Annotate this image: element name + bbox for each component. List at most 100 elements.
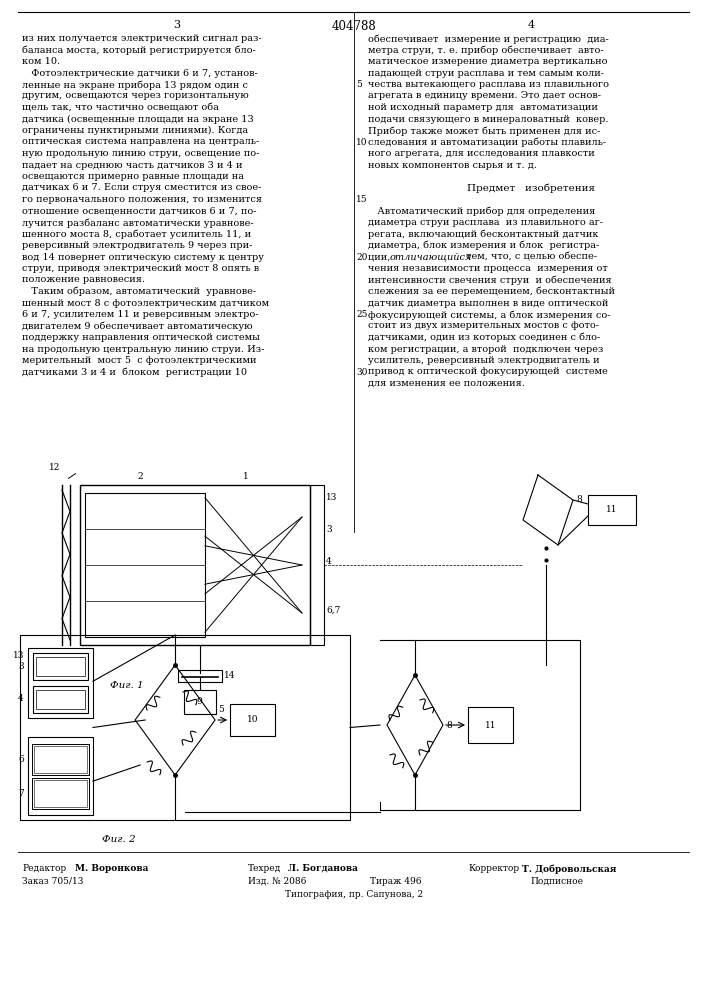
Text: обеспечивает  измерение и регистрацию  диа-: обеспечивает измерение и регистрацию диа… xyxy=(368,34,609,43)
Text: привод к оптической фокусирующей  системе: привод к оптической фокусирующей системе xyxy=(368,367,608,376)
Text: мерительный  мост 5  с фотоэлектрическими: мерительный мост 5 с фотоэлектрическими xyxy=(22,356,257,365)
Text: 10: 10 xyxy=(247,716,258,724)
Text: 8: 8 xyxy=(446,720,452,730)
Bar xyxy=(32,744,89,775)
Text: 3: 3 xyxy=(326,525,332,534)
Text: 25: 25 xyxy=(356,310,368,319)
Bar xyxy=(310,485,324,645)
Text: ции,: ции, xyxy=(368,252,394,261)
Text: другим, освещаются через горизонтальную: другим, освещаются через горизонтальную xyxy=(22,92,249,101)
Text: Фотоэлектрические датчики 6 и 7, установ-: Фотоэлектрические датчики 6 и 7, установ… xyxy=(22,68,258,78)
Text: 7: 7 xyxy=(18,789,24,798)
Text: метра струи, т. е. прибор обеспечивает  авто-: метра струи, т. е. прибор обеспечивает а… xyxy=(368,45,604,55)
Text: 8: 8 xyxy=(576,495,582,504)
Text: реверсивный электродвигатель 9 через при-: реверсивный электродвигатель 9 через при… xyxy=(22,241,252,250)
Text: 6 и 7, усилителем 11 и реверсивным электро-: 6 и 7, усилителем 11 и реверсивным элект… xyxy=(22,310,259,319)
Text: 1: 1 xyxy=(243,472,248,481)
Text: усилитель, реверсивный электродвигатель и: усилитель, реверсивный электродвигатель … xyxy=(368,356,600,365)
Text: 20: 20 xyxy=(356,253,368,262)
Text: баланса моста, который регистрируется бло-: баланса моста, который регистрируется бл… xyxy=(22,45,256,55)
Text: Заказ 705/13: Заказ 705/13 xyxy=(22,877,83,886)
Text: Предмет   изобретения: Предмет изобретения xyxy=(467,184,595,193)
Bar xyxy=(28,648,93,718)
Text: Техред: Техред xyxy=(248,864,281,873)
Text: ного агрегата, для исследования плавкости: ного агрегата, для исследования плавкост… xyxy=(368,149,595,158)
Text: 30: 30 xyxy=(356,368,368,377)
Text: для изменения ее положения.: для изменения ее положения. xyxy=(368,379,525,388)
Text: 3: 3 xyxy=(18,662,24,671)
Text: чения независимости процесса  измерения от: чения независимости процесса измерения о… xyxy=(368,264,608,273)
Text: положение равновесия.: положение равновесия. xyxy=(22,275,145,284)
Bar xyxy=(20,635,350,820)
Text: оптическая система направлена на централь-: оптическая система направлена на централ… xyxy=(22,137,259,146)
Text: 4: 4 xyxy=(18,694,24,703)
Text: двигателем 9 обеспечивает автоматическую: двигателем 9 обеспечивает автоматическую xyxy=(22,322,252,331)
Text: Фиг. 2: Фиг. 2 xyxy=(103,835,136,844)
Text: агрегата в единицу времени. Это дает основ-: агрегата в единицу времени. Это дает осн… xyxy=(368,92,601,101)
Text: освещаются примерно равные площади на: освещаются примерно равные площади на xyxy=(22,172,244,181)
Text: 5: 5 xyxy=(218,706,224,714)
Text: ленные на экране прибора 13 рядом один с: ленные на экране прибора 13 рядом один с xyxy=(22,80,248,90)
Text: струи, приводя электрический мост 8 опять в: струи, приводя электрический мост 8 опят… xyxy=(22,264,259,273)
Text: новых компонентов сырья и т. д.: новых компонентов сырья и т. д. xyxy=(368,160,537,169)
Text: датчиками, один из которых соединен с бло-: датчиками, один из которых соединен с бл… xyxy=(368,333,600,342)
Text: 4: 4 xyxy=(326,557,332,566)
Text: отношение освещенности датчиков 6 и 7, по-: отношение освещенности датчиков 6 и 7, п… xyxy=(22,207,257,216)
Text: Таким образом, автоматический  уравнове-: Таким образом, автоматический уравнове- xyxy=(22,287,256,296)
Text: 3: 3 xyxy=(173,20,180,30)
Text: 11: 11 xyxy=(485,720,496,730)
Bar xyxy=(33,686,88,713)
Text: 11: 11 xyxy=(606,506,618,514)
Text: 13: 13 xyxy=(326,493,337,502)
Text: фокусирующей системы, а блок измерения со-: фокусирующей системы, а блок измерения с… xyxy=(368,310,611,320)
Text: вод 14 повернет оптическую систему к центру: вод 14 повернет оптическую систему к цен… xyxy=(22,252,264,261)
Text: интенсивности свечения струи  и обеспечения: интенсивности свечения струи и обеспечен… xyxy=(368,275,612,285)
Bar xyxy=(34,746,87,773)
Text: 13: 13 xyxy=(13,651,24,660)
Text: отличающийся: отличающийся xyxy=(390,252,472,261)
Text: из них получается электрический сигнал раз-: из них получается электрический сигнал р… xyxy=(22,34,262,43)
Text: ную продольную линию струи, освещение по-: ную продольную линию струи, освещение по… xyxy=(22,149,259,158)
Text: матическое измерение диаметра вертикально: матическое измерение диаметра вертикальн… xyxy=(368,57,607,66)
Text: шенного моста 8, сработает усилитель 11, и: шенного моста 8, сработает усилитель 11,… xyxy=(22,230,251,239)
Text: Корректор: Корректор xyxy=(468,864,519,873)
Text: Т. Добровольская: Т. Добровольская xyxy=(522,864,617,874)
Text: падает на среднюю часть датчиков 3 и 4 и: падает на среднюю часть датчиков 3 и 4 и xyxy=(22,160,243,169)
Text: щель так, что частично освещают оба: щель так, что частично освещают оба xyxy=(22,103,219,112)
Text: 404788: 404788 xyxy=(332,20,376,33)
Text: Фиг. 1: Фиг. 1 xyxy=(110,681,144,690)
Text: на продольную центральную линию струи. Из-: на продольную центральную линию струи. И… xyxy=(22,344,264,354)
Bar xyxy=(85,493,205,637)
Text: Л. Богданова: Л. Богданова xyxy=(288,864,358,873)
Text: Тираж 496: Тираж 496 xyxy=(370,877,421,886)
Text: лучится разбаланс автоматически уравнове-: лучится разбаланс автоматически уравнове… xyxy=(22,218,254,228)
Text: М. Воронкова: М. Воронкова xyxy=(75,864,148,873)
Bar xyxy=(32,778,89,809)
Text: 4: 4 xyxy=(527,20,534,30)
Text: тем, что, с целью обеспе-: тем, что, с целью обеспе- xyxy=(463,252,597,261)
Text: датчик диаметра выполнен в виде оптической: датчик диаметра выполнен в виде оптическ… xyxy=(368,298,609,308)
Text: Прибор также может быть применен для ис-: Прибор также может быть применен для ис- xyxy=(368,126,600,135)
Text: Типография, пр. Сапунова, 2: Типография, пр. Сапунова, 2 xyxy=(285,890,423,899)
Bar xyxy=(34,780,87,807)
Bar xyxy=(230,704,275,736)
Text: 2: 2 xyxy=(137,472,143,481)
Text: стоит из двух измерительных мостов с фото-: стоит из двух измерительных мостов с фот… xyxy=(368,322,599,330)
Bar xyxy=(80,485,310,645)
Bar xyxy=(184,690,216,714)
Text: 12: 12 xyxy=(49,463,60,472)
Text: 15: 15 xyxy=(356,195,368,204)
Text: поддержку направления оптической системы: поддержку направления оптической системы xyxy=(22,333,260,342)
Text: диаметра, блок измерения и блок  регистра-: диаметра, блок измерения и блок регистра… xyxy=(368,241,600,250)
Text: шенный мост 8 с фотоэлектрическим датчиком: шенный мост 8 с фотоэлектрическим датчик… xyxy=(22,298,269,308)
Text: 9: 9 xyxy=(197,698,202,706)
Text: диаметра струи расплава  из плавильного аг-: диаметра струи расплава из плавильного а… xyxy=(368,218,603,227)
Text: 10: 10 xyxy=(356,138,368,147)
Text: 14: 14 xyxy=(223,672,235,680)
Bar xyxy=(36,690,85,709)
Bar xyxy=(177,670,221,682)
Text: датчиками 3 и 4 и  блоком  регистрации 10: датчиками 3 и 4 и блоком регистрации 10 xyxy=(22,367,247,377)
Text: Подписное: Подписное xyxy=(530,877,583,886)
Bar xyxy=(588,495,636,525)
Bar xyxy=(28,737,93,815)
